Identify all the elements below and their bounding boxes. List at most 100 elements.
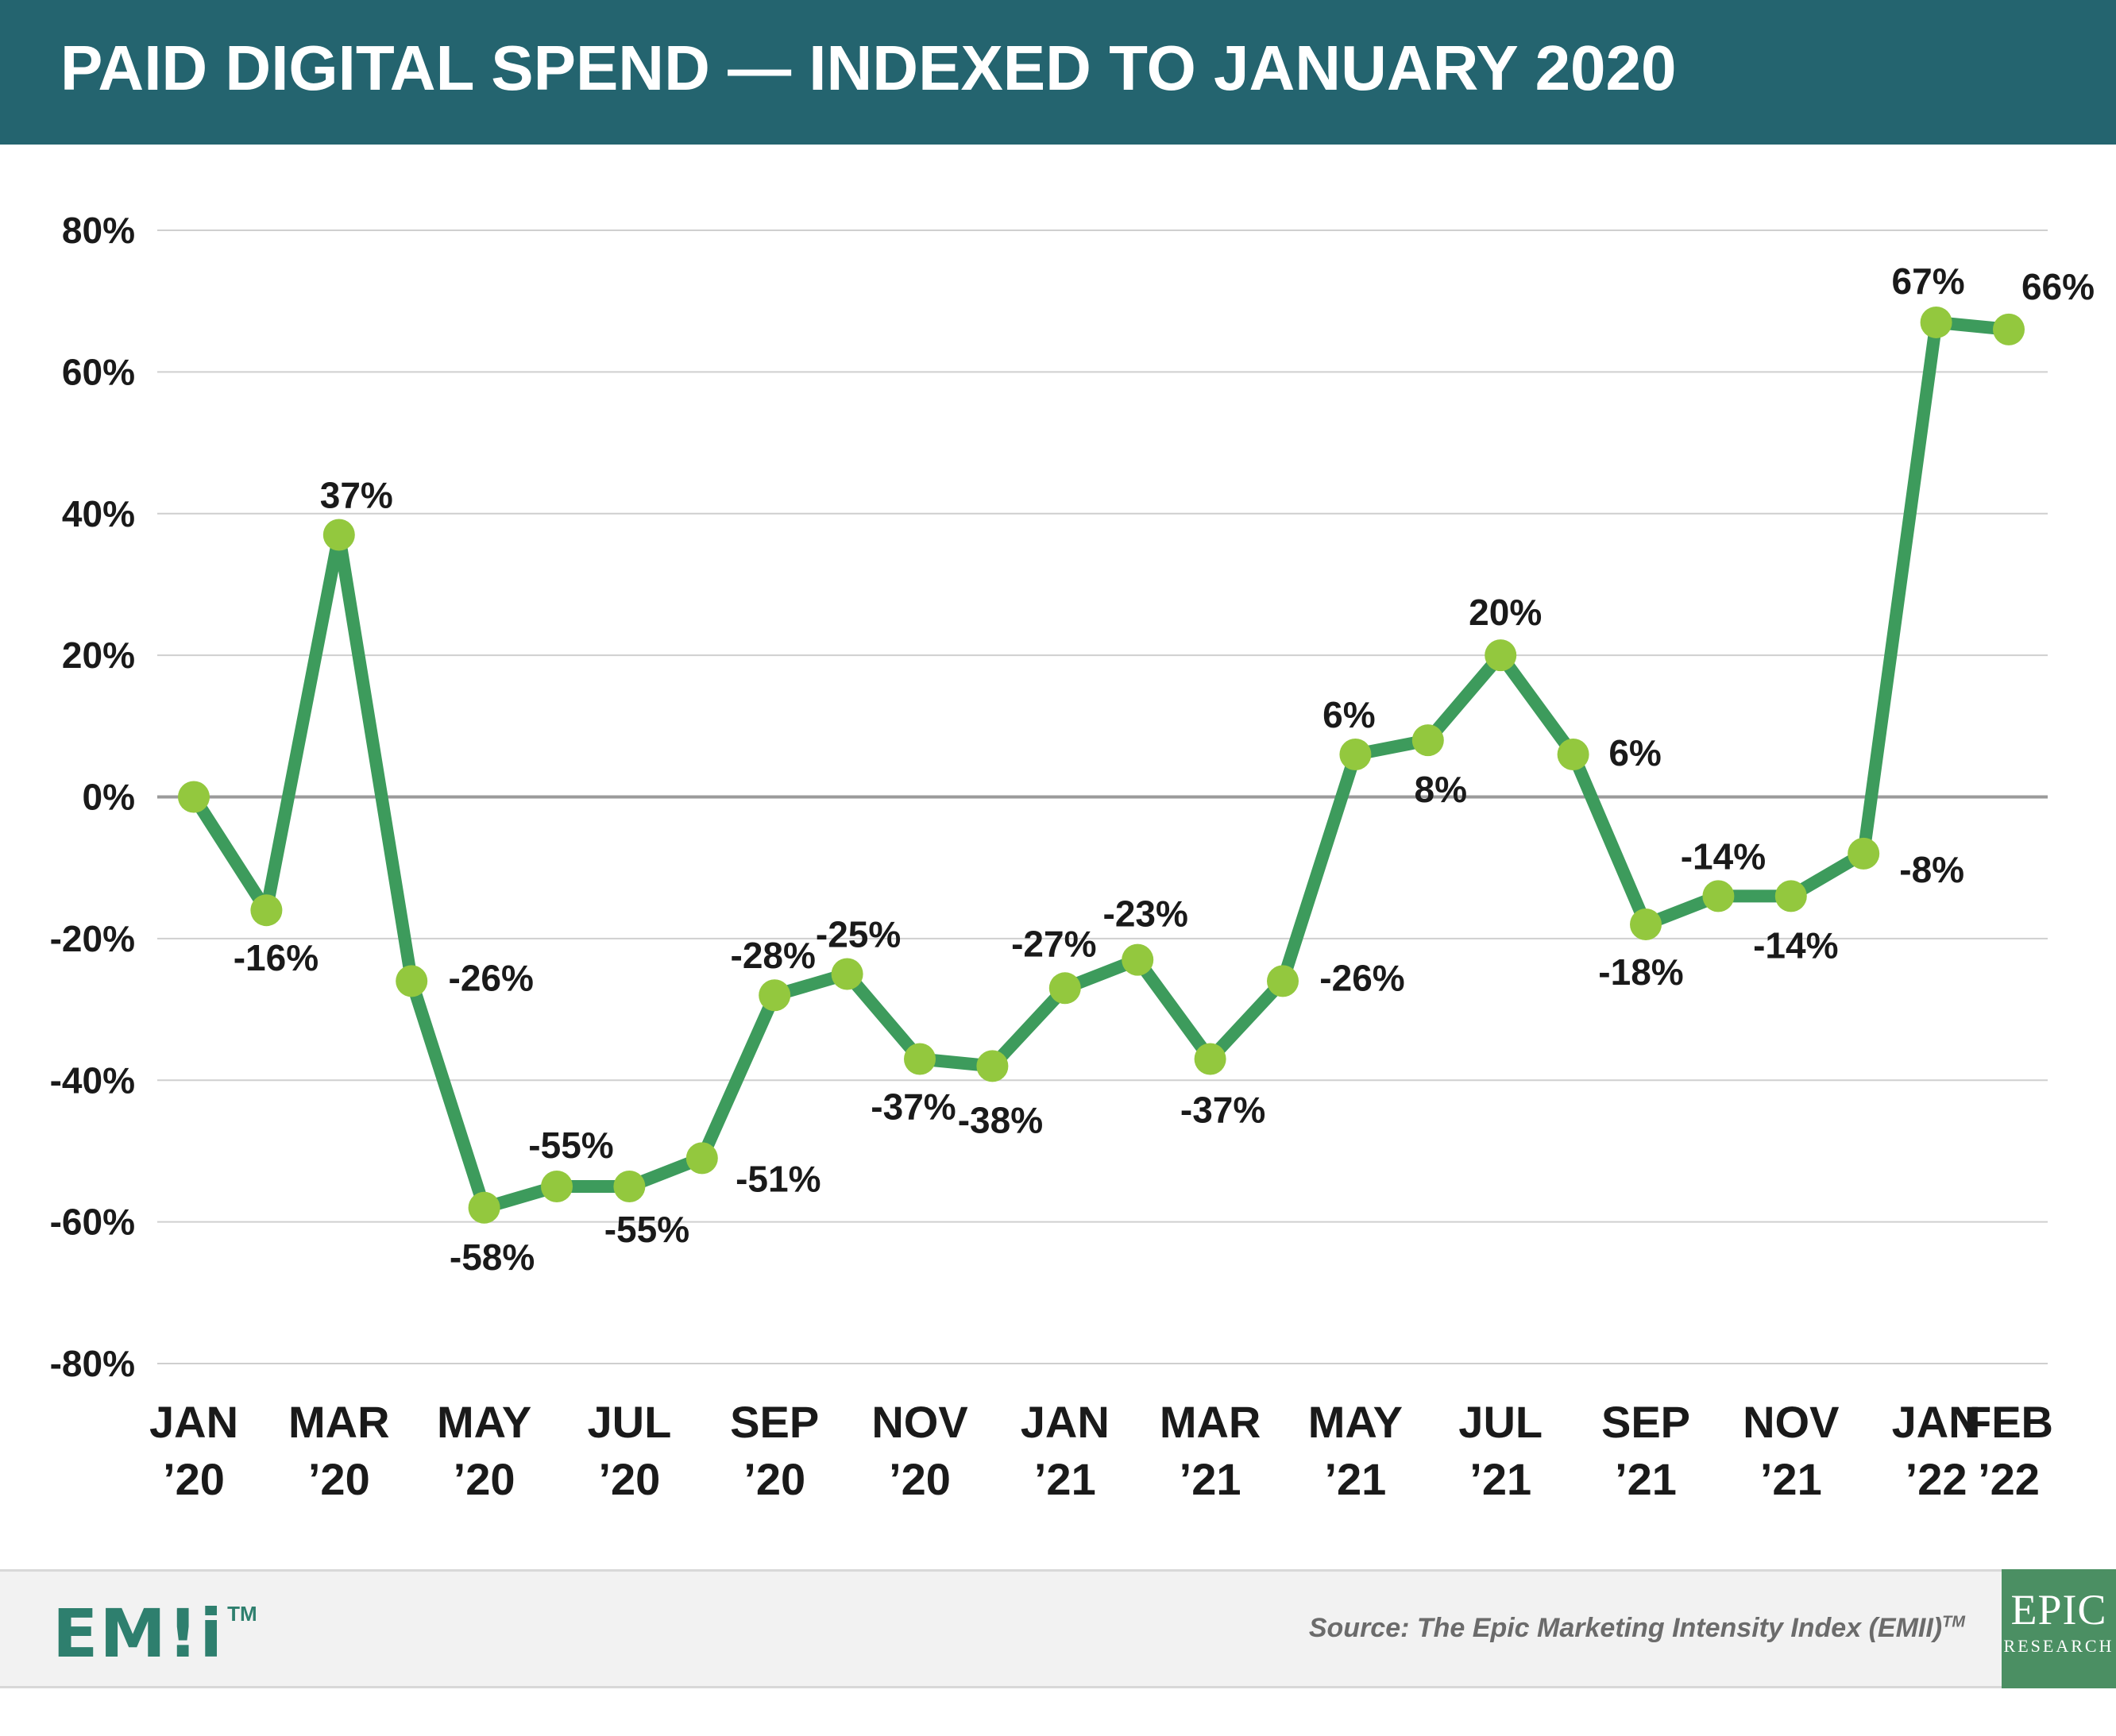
- x-tick-label: ’21: [1180, 1454, 1241, 1504]
- x-tick-label: ’21: [1324, 1454, 1386, 1504]
- data-point: [1048, 972, 1081, 1005]
- x-tick-label: ’20: [308, 1454, 370, 1504]
- data-label: 67%: [1892, 260, 1965, 302]
- data-label: -37%: [871, 1086, 956, 1127]
- data-point: [1557, 738, 1589, 770]
- data-point: [1993, 313, 2025, 345]
- x-tick-label: ’20: [598, 1454, 660, 1504]
- data-label: -23%: [1103, 893, 1188, 935]
- x-tick-label: ’20: [163, 1454, 225, 1504]
- x-tick-label: ’20: [743, 1454, 805, 1504]
- data-point: [1848, 837, 1880, 870]
- y-tick-label: 60%: [62, 351, 135, 392]
- x-tick-label: ’21: [1760, 1454, 1822, 1504]
- emii-logo-wordmark: EM!i: [52, 1595, 225, 1672]
- data-point: [1774, 880, 1807, 912]
- data-label: -14%: [1753, 924, 1838, 966]
- data-point: [1267, 965, 1299, 997]
- data-label: -8%: [1899, 849, 1964, 890]
- source-text: Source: The Epic Marketing Intensity Ind…: [1308, 1613, 1943, 1643]
- data-point: [613, 1171, 646, 1203]
- data-label: 20%: [1469, 592, 1542, 633]
- x-tick-label: MAR: [1160, 1397, 1261, 1447]
- data-label: -25%: [816, 913, 901, 955]
- data-label: -26%: [449, 957, 534, 998]
- x-tick-label: ’22: [1906, 1454, 1967, 1504]
- y-tick-label: 0%: [83, 777, 135, 818]
- x-tick-label: ’21: [1034, 1454, 1096, 1504]
- y-tick-label: 20%: [62, 635, 135, 676]
- data-label: -18%: [1598, 951, 1683, 993]
- x-tick-label: JAN: [1892, 1397, 1981, 1447]
- data-label: -28%: [731, 935, 816, 976]
- data-point: [976, 1050, 1009, 1082]
- data-point: [322, 519, 355, 551]
- data-label: -37%: [1180, 1089, 1265, 1130]
- data-point: [759, 979, 791, 1012]
- epic-research-logo: EPIC RESEARCH: [2002, 1569, 2116, 1688]
- x-tick-label: JUL: [588, 1397, 672, 1447]
- data-label: 6%: [1608, 732, 1661, 773]
- x-tick-label: SEP: [1601, 1397, 1690, 1447]
- x-tick-label: JAN: [1021, 1397, 1110, 1447]
- x-tick-label: NOV: [1743, 1397, 1839, 1447]
- source-tm: TM: [1942, 1613, 1965, 1631]
- x-tick-label: ’20: [889, 1454, 951, 1504]
- data-point: [1411, 724, 1444, 757]
- series-line: [187, 315, 2015, 1214]
- data-label: 8%: [1415, 769, 1467, 810]
- data-point: [1122, 943, 1154, 976]
- x-tick-label: JUL: [1458, 1397, 1543, 1447]
- data-label: 66%: [2021, 266, 2095, 307]
- data-markers: [178, 306, 2025, 1224]
- data-label: -27%: [1011, 923, 1096, 964]
- x-tick-label: MAY: [437, 1397, 531, 1447]
- data-point: [250, 894, 283, 927]
- data-point: [831, 958, 863, 990]
- data-point: [1702, 880, 1735, 912]
- data-point: [904, 1043, 936, 1075]
- data-label: -16%: [234, 937, 319, 978]
- line-chart: 80% 60% 40% 20% 0% -20% -40% -60% -80% JAN ’20 MAR…: [50, 210, 2095, 1504]
- x-tick-label: MAR: [288, 1397, 390, 1447]
- data-label: -51%: [736, 1158, 821, 1199]
- data-point: [1920, 306, 1952, 338]
- x-tick-label: ’21: [1615, 1454, 1677, 1504]
- x-tick-label: ’21: [1469, 1454, 1531, 1504]
- y-tick-label: -40%: [50, 1059, 135, 1101]
- data-point: [468, 1191, 500, 1224]
- data-label: -58%: [450, 1236, 535, 1278]
- x-tick-label: NOV: [871, 1397, 967, 1447]
- x-tick-label: ’20: [454, 1454, 515, 1504]
- chart-title: PAID DIGITAL SPEND — INDEXED TO JANUARY …: [60, 33, 1677, 103]
- data-label: -26%: [1319, 957, 1404, 998]
- y-tick-label: -20%: [50, 918, 135, 959]
- data-label: -55%: [528, 1125, 613, 1166]
- data-label: -55%: [604, 1209, 689, 1250]
- y-tick-label: 40%: [62, 493, 135, 534]
- x-tick-label: ’22: [1978, 1454, 2040, 1504]
- header-bar: PAID DIGITAL SPEND — INDEXED TO JANUARY …: [0, 0, 2116, 145]
- data-point: [1339, 738, 1372, 770]
- emii-logo: EM!i TM: [52, 1595, 257, 1672]
- y-tick-label: -80%: [50, 1343, 135, 1384]
- epic-logo-text: EPIC: [2010, 1586, 2107, 1634]
- data-label: 37%: [320, 475, 393, 516]
- x-tick-label: SEP: [730, 1397, 819, 1447]
- y-axis-ticks: 80% 60% 40% 20% 0% -20% -40% -60% -80%: [50, 210, 135, 1384]
- data-label: 6%: [1322, 694, 1375, 735]
- data-point: [1630, 909, 1662, 941]
- data-point: [178, 781, 210, 813]
- y-tick-label: -60%: [50, 1202, 135, 1243]
- data-label: -14%: [1681, 835, 1766, 877]
- y-tick-label: 80%: [62, 210, 135, 251]
- emii-logo-tm: TM: [227, 1602, 257, 1626]
- x-axis-ticks: JAN ’20 MAR ’20 MAY ’20 JUL ’20 SEP ’20 NOV ’20 JAN ’…: [149, 1397, 2053, 1504]
- x-tick-label: FEB: [1964, 1397, 2053, 1447]
- footer-bar: EM!i TM Source: The Epic Marketing Inten…: [0, 1569, 2116, 1688]
- data-labels: -16% 37% -26% -58% -55% -55% -51% -28%-25% -37% -…: [234, 260, 2095, 1278]
- data-point: [396, 965, 428, 997]
- x-tick-label: JAN: [149, 1397, 238, 1447]
- x-tick-label: MAY: [1308, 1397, 1403, 1447]
- data-point: [1194, 1043, 1226, 1075]
